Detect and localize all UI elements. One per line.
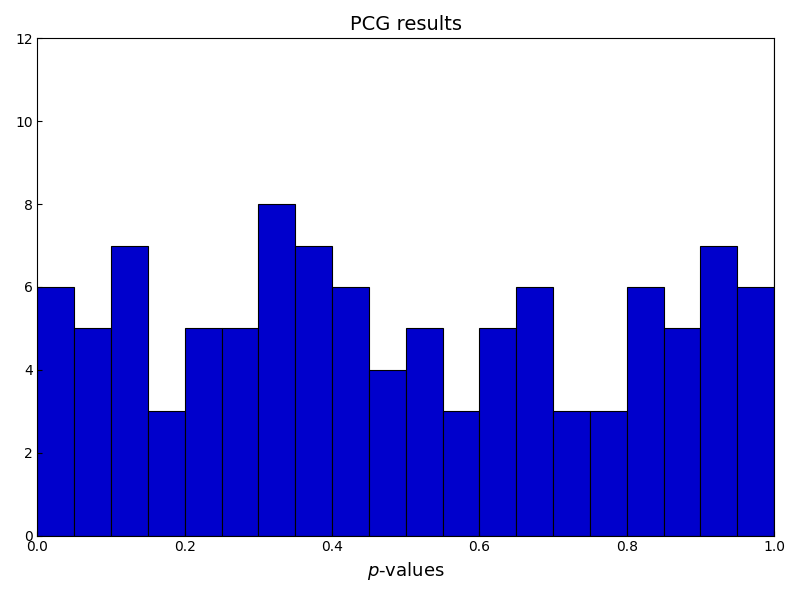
Bar [663,328,700,536]
Bar [38,287,74,536]
Bar [295,245,332,536]
Bar [479,328,516,536]
Bar [553,411,590,536]
Bar [590,411,626,536]
Title: PCG results: PCG results [350,15,462,34]
X-axis label: $p$-values: $p$-values [367,560,445,582]
Bar [369,370,406,536]
Bar [406,328,442,536]
Bar [74,328,111,536]
Bar [148,411,185,536]
Bar [700,245,737,536]
Bar [185,328,222,536]
Bar [516,287,553,536]
Bar [332,287,369,536]
Bar [442,411,479,536]
Bar [774,38,800,536]
Bar [222,328,258,536]
Bar [737,287,774,536]
Bar [626,287,663,536]
Bar [111,245,148,536]
Bar [258,204,295,536]
